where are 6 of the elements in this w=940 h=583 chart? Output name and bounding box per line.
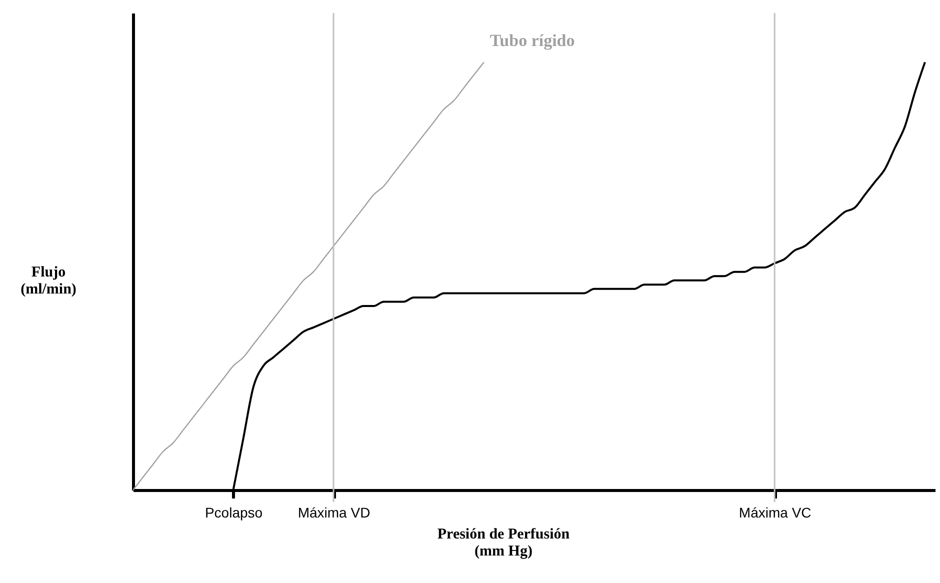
x-tick-label: Pcolapso bbox=[204, 504, 263, 520]
x-axis-title: Presión de Perfusión (mm Hg) bbox=[437, 526, 570, 560]
x-tick-label: Máxima VC bbox=[738, 504, 812, 520]
x-tick-label: Máxima VD bbox=[298, 504, 370, 520]
series-label: Tubo rígido bbox=[490, 31, 575, 50]
y-axis-title: Flujo (ml/min) bbox=[20, 264, 76, 298]
